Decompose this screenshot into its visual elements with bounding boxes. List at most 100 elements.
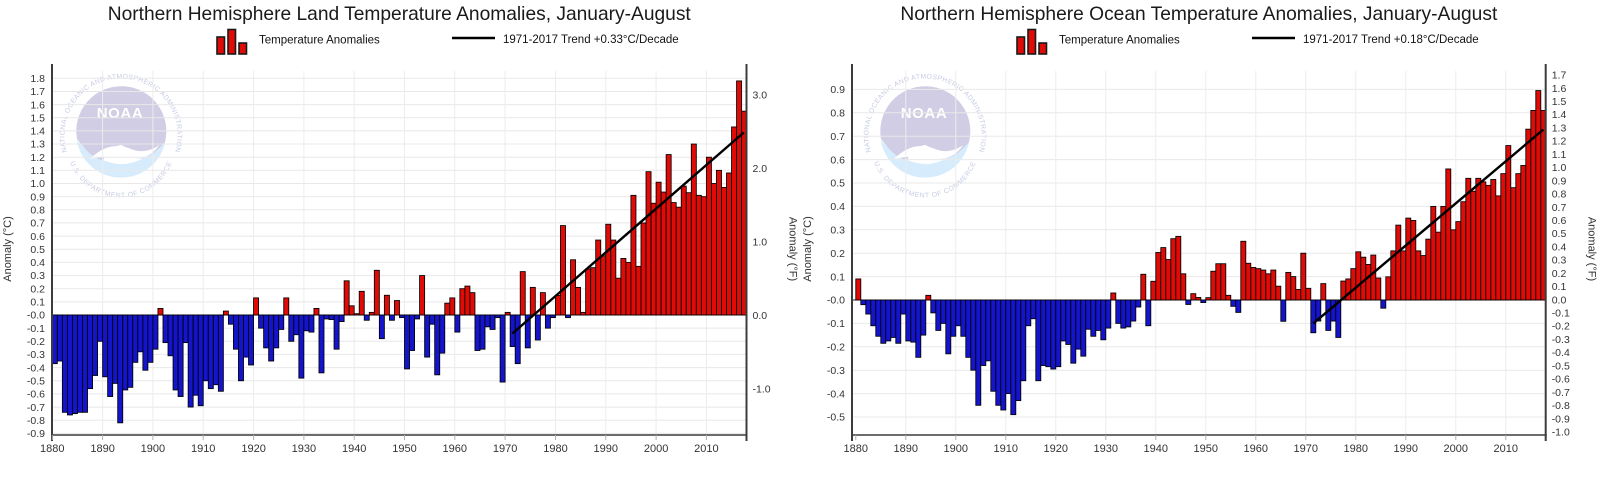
svg-text:0.7: 0.7 <box>1552 202 1567 214</box>
svg-text:1930: 1930 <box>292 443 316 455</box>
svg-text:0.3: 0.3 <box>30 270 45 282</box>
svg-text:-0.2: -0.2 <box>27 336 45 348</box>
svg-text:1.6: 1.6 <box>1552 83 1567 95</box>
svg-text:1.0: 1.0 <box>30 178 45 190</box>
svg-text:-0.6: -0.6 <box>1552 374 1570 386</box>
svg-text:-0.8: -0.8 <box>1552 400 1570 412</box>
svg-text:-1.0: -1.0 <box>1552 427 1570 439</box>
svg-text:1.6: 1.6 <box>30 99 45 111</box>
svg-text:NOAA: NOAA <box>97 105 144 122</box>
svg-text:-0.9: -0.9 <box>1552 413 1570 425</box>
svg-text:-0.1: -0.1 <box>827 318 845 330</box>
svg-text:1.8: 1.8 <box>30 73 45 85</box>
svg-text:-0.3: -0.3 <box>827 365 845 377</box>
svg-text:1.2: 1.2 <box>1552 136 1567 148</box>
svg-text:NOAA: NOAA <box>901 105 948 122</box>
svg-text:-0.0: -0.0 <box>27 310 45 322</box>
svg-text:1980: 1980 <box>543 443 567 455</box>
svg-text:0.9: 0.9 <box>1552 175 1567 187</box>
svg-text:1950: 1950 <box>392 443 416 455</box>
svg-text:2010: 2010 <box>1494 443 1518 455</box>
svg-text:Northern Hemisphere Land Tempe: Northern Hemisphere Land Temperature Ano… <box>108 4 692 25</box>
svg-text:1990: 1990 <box>594 443 618 455</box>
svg-text:1890: 1890 <box>90 443 114 455</box>
svg-text:1.0: 1.0 <box>753 237 768 249</box>
svg-text:1910: 1910 <box>994 443 1018 455</box>
svg-text:0.9: 0.9 <box>30 191 45 203</box>
svg-text:-0.7: -0.7 <box>1552 387 1570 399</box>
svg-text:0.9: 0.9 <box>830 84 845 96</box>
svg-text:0.0: 0.0 <box>753 310 768 322</box>
svg-text:1.1: 1.1 <box>1552 149 1567 161</box>
svg-text:0.5: 0.5 <box>830 178 845 190</box>
svg-text:0.2: 0.2 <box>830 248 845 260</box>
svg-text:1960: 1960 <box>1244 443 1268 455</box>
svg-text:1.7: 1.7 <box>1552 70 1567 82</box>
svg-text:0.3: 0.3 <box>1552 255 1567 267</box>
svg-text:0.0: 0.0 <box>1552 294 1567 306</box>
svg-text:1940: 1940 <box>1144 443 1168 455</box>
svg-text:1960: 1960 <box>443 443 467 455</box>
svg-text:0.1: 0.1 <box>830 271 845 283</box>
svg-text:-0.3: -0.3 <box>1552 334 1570 346</box>
svg-text:0.4: 0.4 <box>1552 241 1567 253</box>
svg-text:-0.4: -0.4 <box>827 388 845 400</box>
svg-text:1880: 1880 <box>40 443 64 455</box>
svg-text:-0.1: -0.1 <box>27 323 45 335</box>
svg-text:1.1: 1.1 <box>30 165 45 177</box>
svg-text:1.5: 1.5 <box>1552 96 1567 108</box>
svg-text:-0.2: -0.2 <box>1552 321 1570 333</box>
svg-text:1880: 1880 <box>844 443 868 455</box>
svg-text:0.6: 0.6 <box>30 231 45 243</box>
svg-text:1.4: 1.4 <box>30 126 45 138</box>
svg-text:1930: 1930 <box>1094 443 1118 455</box>
svg-text:0.8: 0.8 <box>1552 189 1567 201</box>
svg-text:-0.4: -0.4 <box>1552 347 1570 359</box>
svg-text:0.5: 0.5 <box>1552 228 1567 240</box>
svg-text:1.7: 1.7 <box>30 86 45 98</box>
svg-text:0.6: 0.6 <box>1552 215 1567 227</box>
svg-text:-0.5: -0.5 <box>27 375 45 387</box>
svg-text:0.2: 0.2 <box>30 283 45 295</box>
svg-text:0.5: 0.5 <box>30 244 45 256</box>
svg-text:1980: 1980 <box>1344 443 1368 455</box>
svg-text:2010: 2010 <box>694 443 718 455</box>
svg-text:0.2: 0.2 <box>1552 268 1567 280</box>
svg-text:Temperature Anomalies: Temperature Anomalies <box>1059 35 1180 47</box>
svg-text:1.2: 1.2 <box>30 152 45 164</box>
svg-text:0.6: 0.6 <box>830 154 845 166</box>
svg-text:1900: 1900 <box>944 443 968 455</box>
svg-text:0.1: 0.1 <box>30 297 45 309</box>
svg-text:1970: 1970 <box>1294 443 1318 455</box>
svg-text:1971-2017 Trend +0.33°C/Decade: 1971-2017 Trend +0.33°C/Decade <box>503 34 679 46</box>
svg-text:Anomaly (°F): Anomaly (°F) <box>1586 217 1598 281</box>
svg-text:1920: 1920 <box>1044 443 1068 455</box>
svg-text:1.5: 1.5 <box>30 113 45 125</box>
svg-text:2000: 2000 <box>644 443 668 455</box>
svg-text:0.4: 0.4 <box>30 257 45 269</box>
svg-text:-0.4: -0.4 <box>27 362 45 374</box>
svg-text:1.4: 1.4 <box>1552 109 1567 121</box>
svg-text:1971-2017 Trend +0.18°C/Decade: 1971-2017 Trend +0.18°C/Decade <box>1303 34 1479 46</box>
svg-text:0.8: 0.8 <box>830 108 845 120</box>
svg-text:0.1: 0.1 <box>1552 281 1567 293</box>
svg-text:0.7: 0.7 <box>30 218 45 230</box>
svg-text:-0.3: -0.3 <box>27 349 45 361</box>
svg-text:-0.6: -0.6 <box>27 389 45 401</box>
svg-text:1950: 1950 <box>1194 443 1218 455</box>
svg-text:1910: 1910 <box>191 443 215 455</box>
svg-text:3.0: 3.0 <box>753 90 768 102</box>
svg-text:2.0: 2.0 <box>753 163 768 175</box>
svg-text:1920: 1920 <box>241 443 265 455</box>
svg-text:1890: 1890 <box>894 443 918 455</box>
svg-text:1940: 1940 <box>342 443 366 455</box>
svg-text:-0.7: -0.7 <box>27 402 45 414</box>
svg-text:Temperature Anomalies: Temperature Anomalies <box>259 35 380 47</box>
svg-text:Anomaly (°F): Anomaly (°F) <box>787 217 799 281</box>
svg-text:1990: 1990 <box>1394 443 1418 455</box>
svg-text:Anomaly (°C): Anomaly (°C) <box>802 216 814 282</box>
svg-text:-0.5: -0.5 <box>1552 360 1570 372</box>
svg-text:0.3: 0.3 <box>830 225 845 237</box>
svg-text:2000: 2000 <box>1444 443 1468 455</box>
svg-text:-0.9: -0.9 <box>27 428 45 440</box>
